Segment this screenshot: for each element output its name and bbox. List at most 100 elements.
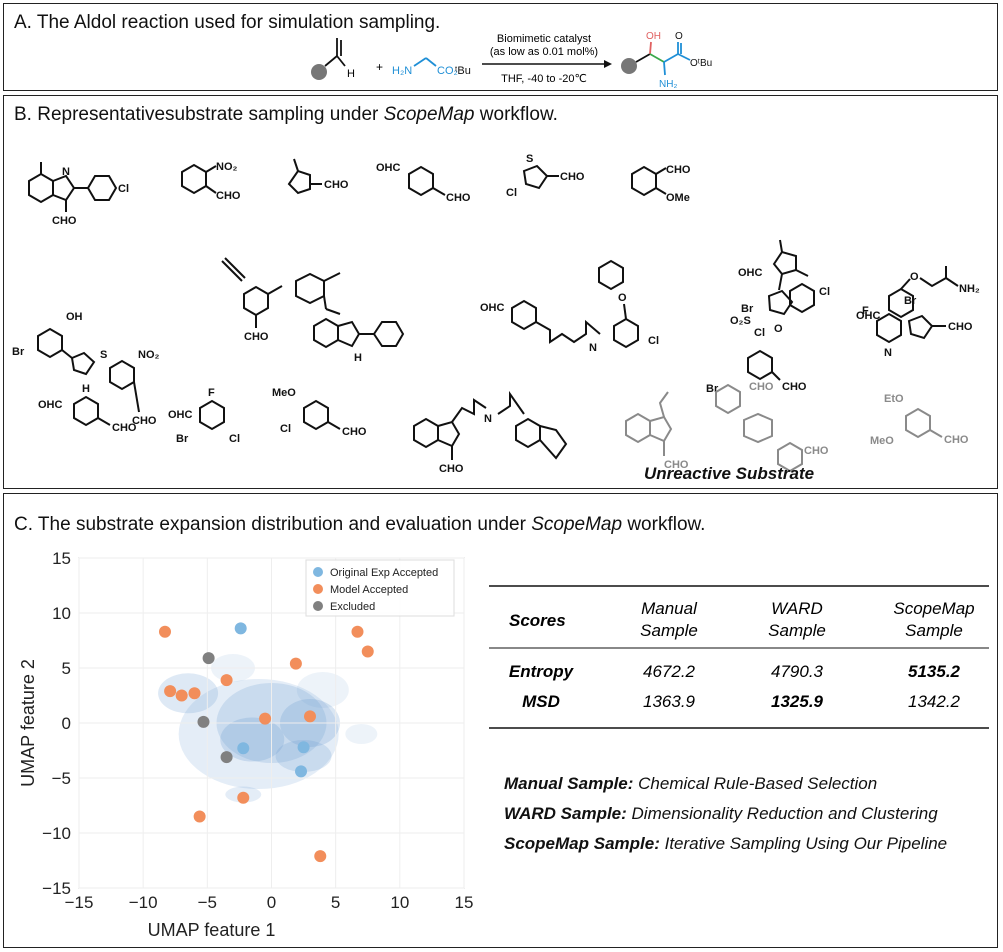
substrate-fluorobromochloro-benzaldehyde: F OHC Br Cl [168, 387, 240, 445]
x-tick-label: 10 [390, 893, 409, 912]
substrate-formylphenoxy-acetamide: OHC O NH₂ [856, 266, 980, 322]
definition-manual-desc: Chemical Rule-Based Selection [638, 774, 878, 793]
y-axis-label: UMAP feature 2 [18, 659, 38, 787]
label-cho: CHO [664, 459, 689, 471]
point-model-accepted [304, 710, 316, 723]
density-region-3 [158, 673, 219, 714]
label-oh: OH [66, 311, 83, 323]
label-ohc: OHC [856, 310, 881, 322]
label-cl: Cl [648, 335, 659, 347]
label-meo: MeO [870, 435, 894, 447]
header-scores: Scores [509, 611, 566, 630]
header-scopemap-2: Sample [905, 621, 963, 640]
substrate-methoxybenzaldehyde: CHO OMe [631, 164, 691, 204]
legend-marker [313, 567, 323, 577]
row-entropy-label: Entropy [509, 662, 575, 681]
x-tick-label: 15 [455, 893, 474, 912]
catalyst-line2: (as low as 0.01 mol%) [490, 46, 598, 58]
catalyst-line1: Biomimetic catalyst [497, 33, 591, 45]
density-region-7 [296, 672, 349, 708]
point-excluded [220, 751, 233, 764]
aldehyde-reactant: H [311, 38, 355, 80]
point-model-accepted [188, 687, 201, 700]
plus-sign: + [376, 60, 383, 74]
density-region-0 [178, 679, 339, 789]
y-tick-label: 5 [62, 659, 71, 678]
definition-scopemap-desc: Iterative Sampling Using Our Pipeline [664, 834, 948, 853]
unreactive-substrate-label: Unreactive Substrate [644, 464, 814, 483]
label-s: S [100, 349, 107, 361]
label-nh-h: H [354, 352, 362, 364]
label-cho: CHO [132, 415, 157, 427]
point-original-exp-accepted [295, 765, 308, 778]
point-original-exp-accepted [297, 741, 310, 754]
label-meo: MeO [272, 387, 296, 399]
label-cho: CHO [112, 422, 137, 434]
panel-c-title: C. The substrate expansion distribution … [14, 514, 705, 536]
legend-marker [313, 584, 323, 594]
header-scopemap-1: ScopeMap [893, 599, 974, 618]
x-tick-label: 5 [331, 893, 340, 912]
panel-c-title-italic: ScopeMap [531, 514, 623, 535]
label-n: N [884, 347, 892, 359]
label-cho: CHO [666, 164, 691, 176]
entropy-manual: 4672.2 [643, 662, 696, 681]
panel-b-title-prefix: B. Representativesubstrate sampling unde… [14, 104, 384, 125]
legend-box [305, 559, 455, 617]
product-o-label: O [675, 31, 683, 42]
entropy-scopemap: 5135.2 [908, 662, 961, 681]
label-nh2: NH₂ [959, 283, 980, 295]
panel-a: A. The Aldol reaction used for simulatio… [3, 3, 998, 91]
legend-marker [313, 601, 323, 611]
label-cl: Cl [118, 183, 129, 195]
label-cho: CHO [342, 426, 367, 438]
label-br: Br [706, 383, 719, 395]
label-cl: Cl [229, 433, 240, 445]
label-ome: OMe [666, 192, 690, 204]
header-ward-2: Sample [768, 621, 826, 640]
row-msd-label: MSD [522, 692, 560, 711]
msd-manual: 1363.9 [643, 692, 696, 711]
label-br: Br [176, 433, 189, 445]
msd-scopemap: 1342.2 [908, 692, 961, 711]
point-model-accepted [220, 674, 233, 687]
definition-ward: WARD Sample: Dimensionality Reduction an… [504, 804, 994, 824]
point-model-accepted [351, 625, 364, 638]
label-br: Br [12, 346, 25, 358]
panel-c: C. The substrate expansion distribution … [3, 493, 998, 948]
label-cho: CHO [439, 463, 464, 475]
label-ohc: OHC [738, 267, 763, 279]
substrate-methylpyrazole-aldehyde: CHO [287, 158, 349, 195]
header-ward-1: WARD [771, 599, 823, 618]
label-f: F [862, 305, 869, 317]
label-nh: N [589, 342, 597, 354]
y-tick-label: 15 [52, 549, 71, 568]
label-so2: O₂S [730, 315, 751, 327]
x-axis-label: UMAP feature 1 [148, 920, 276, 940]
label-cl: Cl [754, 327, 765, 339]
definition-manual: Manual Sample: Chemical Rule-Based Selec… [504, 774, 994, 794]
entropy-ward: 4790.3 [771, 662, 824, 681]
label-s: S [526, 153, 533, 165]
label-cho: CHO [244, 331, 269, 343]
point-excluded [197, 715, 210, 728]
label-cl: Cl [819, 286, 830, 298]
label-o: O [618, 292, 627, 304]
substrate-chloroanisaldehyde: MeO Cl CHO [272, 387, 367, 438]
label-ohc: OHC [480, 302, 505, 314]
point-model-accepted [193, 810, 206, 823]
substrate-glycolate-amide: OHC N Cl O [480, 259, 659, 354]
product-oh-label: OH [646, 31, 661, 42]
substrate-unreactive-ethoxyvanillin: EtO MeO CHO [870, 393, 969, 447]
label-br: Br [741, 303, 754, 315]
substrate-pyrazine-dialdehyde: OHC CHO [376, 162, 471, 204]
definition-scopemap-term: ScopeMap Sample: [504, 834, 660, 853]
aldehyde-h-label: H [347, 68, 355, 80]
panel-b: B. Representativesubstrate sampling unde… [3, 95, 998, 489]
legend-entry: Model Accepted [330, 584, 408, 596]
header-manual-1: Manual [641, 599, 698, 618]
label-h: H [82, 383, 90, 395]
panel-b-title-suffix: workflow. [474, 104, 558, 125]
reaction-arrow: Biomimetic catalyst (as low as 0.01 mol%… [482, 33, 612, 85]
label-ohc: OHC [38, 399, 63, 411]
